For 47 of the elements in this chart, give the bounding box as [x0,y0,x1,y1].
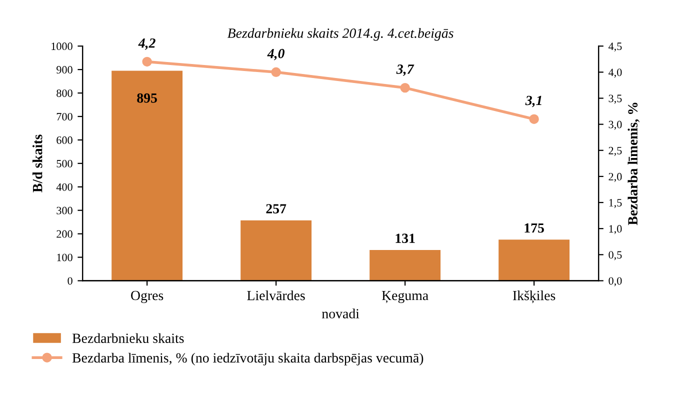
point [142,56,152,67]
y-tick-label: 700 [56,112,72,120]
y2-tick-label: 3,5 [608,94,622,104]
y2-tick-label: 1,5 [609,199,622,208]
y2-tick-label: 2,0 [608,172,622,182]
y-tick-label: 500 [56,160,72,168]
y2-tick-label: 4,0 [608,68,622,78]
data-label: 3,7 [396,64,414,76]
data-label: 175 [524,223,544,233]
legend-label: Bezdarbnieku skaits [72,333,184,343]
data-label: 4,0 [267,48,284,60]
bar [240,220,312,281]
y2-tick-label: 2,5 [608,146,622,156]
x-tick-label: Ogres [131,290,164,304]
y2-tick-label: 3,0 [608,120,622,130]
legend-label: Bezdarba līmenis, % (no iedzīvotāju skaita darbspējas vecumā) [72,352,424,366]
y-tick-label: 100 [57,254,72,262]
data-label: 131 [396,234,415,244]
y2-tick-label: 1,0 [609,225,622,234]
y-tick-label: 200 [56,230,72,238]
y-tick-label: 400 [56,183,72,191]
data-label: 4,2 [138,38,156,50]
x-axis-title: novadi [322,308,360,318]
data-label: 895 [137,93,157,103]
y2-tick-label: 0,0 [608,277,622,286]
y-tick-label: 300 [56,206,72,214]
point [400,82,410,93]
bar [370,250,441,281]
chart-title: Bezdarbnieku skaits 2014.g. 4.cet.beigās [227,28,454,41]
x-tick-label: Ķeguma [382,290,428,304]
point [529,114,539,124]
y2-tick-label: 0,5 [608,251,622,260]
bar [112,70,183,281]
data-label: 257 [266,204,286,214]
y-tick-label: 0 [68,277,72,285]
y-tick-label: 600 [56,136,72,144]
y-tick-label: 1000 [52,42,72,50]
y-axis-title: B/d skaits [32,134,42,192]
y2-tick-label: 4,5 [608,42,622,52]
bar [498,240,570,281]
y2-axis-title: Bezdarba līmenis, % [628,102,640,226]
data-label: 3,1 [525,96,542,108]
y-tick-label: 800 [56,89,72,97]
x-tick-label: Ikšķiles [512,290,556,304]
x-tick-label: Lielvārdes [247,290,305,300]
point [271,67,281,78]
y-tick-label: 900 [56,66,72,74]
